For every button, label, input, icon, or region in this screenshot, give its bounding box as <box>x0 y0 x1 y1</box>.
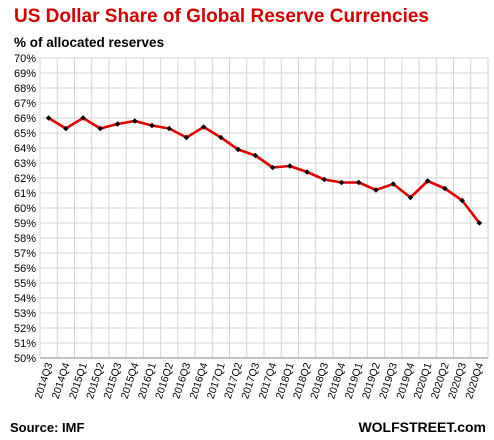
data-point <box>476 220 483 226</box>
y-tick-label: 54% <box>14 293 36 305</box>
data-point <box>218 134 224 141</box>
data-point <box>45 115 52 121</box>
y-tick-label: 67% <box>14 98 36 110</box>
series-line <box>47 116 481 225</box>
data-point <box>304 169 310 175</box>
x-axis: 2014Q32014Q42015Q12015Q22015Q32015Q42016… <box>33 357 488 400</box>
data-point <box>390 181 397 187</box>
y-tick-label: 51% <box>14 338 36 350</box>
data-point <box>200 124 207 130</box>
data-point <box>355 179 362 186</box>
source-note: Source: IMF <box>10 420 85 435</box>
data-point <box>287 163 293 169</box>
data-point <box>252 152 259 159</box>
data-point <box>235 146 241 153</box>
y-tick-label: 50% <box>14 353 36 365</box>
y-tick-label: 58% <box>14 233 36 245</box>
y-tick-label: 60% <box>14 203 36 215</box>
y-tick-label: 66% <box>14 113 36 125</box>
data-point <box>338 179 345 186</box>
y-tick-label: 55% <box>14 278 36 290</box>
data-point <box>321 176 328 183</box>
y-tick-label: 68% <box>14 83 36 95</box>
data-point <box>149 122 155 129</box>
y-tick-label: 52% <box>14 323 36 335</box>
plot-area <box>45 115 483 226</box>
y-tick-label: 70% <box>14 53 36 65</box>
data-point <box>183 134 190 141</box>
chart-subtitle: % of allocated reserves <box>14 35 165 50</box>
y-tick-label: 64% <box>14 143 36 155</box>
data-point <box>442 185 448 192</box>
chart-title: US Dollar Share of Global Reserve Curren… <box>14 6 429 27</box>
y-tick-label: 59% <box>14 218 36 230</box>
y-tick-label: 56% <box>14 263 36 275</box>
y-tick-label: 69% <box>14 68 36 80</box>
data-point <box>131 118 138 124</box>
y-tick-label: 61% <box>14 188 36 200</box>
y-tick-label: 63% <box>14 158 36 170</box>
data-point <box>373 187 379 193</box>
y-axis: 50% 51% 52% 53% 54% 55% 56% 57% 58% 59% 60% 61% 62% 6… <box>14 53 36 365</box>
data-point <box>63 125 69 132</box>
data-point <box>114 121 121 127</box>
y-tick-label: 62% <box>14 173 36 185</box>
brand-label: WOLFSTREET.com <box>358 419 486 435</box>
data-point <box>97 125 104 132</box>
y-tick-label: 53% <box>14 308 36 320</box>
data-point <box>459 197 465 204</box>
y-tick-label: 65% <box>14 128 36 140</box>
gridlines <box>39 57 489 359</box>
data-point <box>424 178 431 184</box>
data-point <box>407 194 414 201</box>
data-point <box>166 125 173 132</box>
data-point <box>80 115 86 121</box>
y-tick-label: 57% <box>14 248 36 260</box>
data-point <box>269 164 276 171</box>
